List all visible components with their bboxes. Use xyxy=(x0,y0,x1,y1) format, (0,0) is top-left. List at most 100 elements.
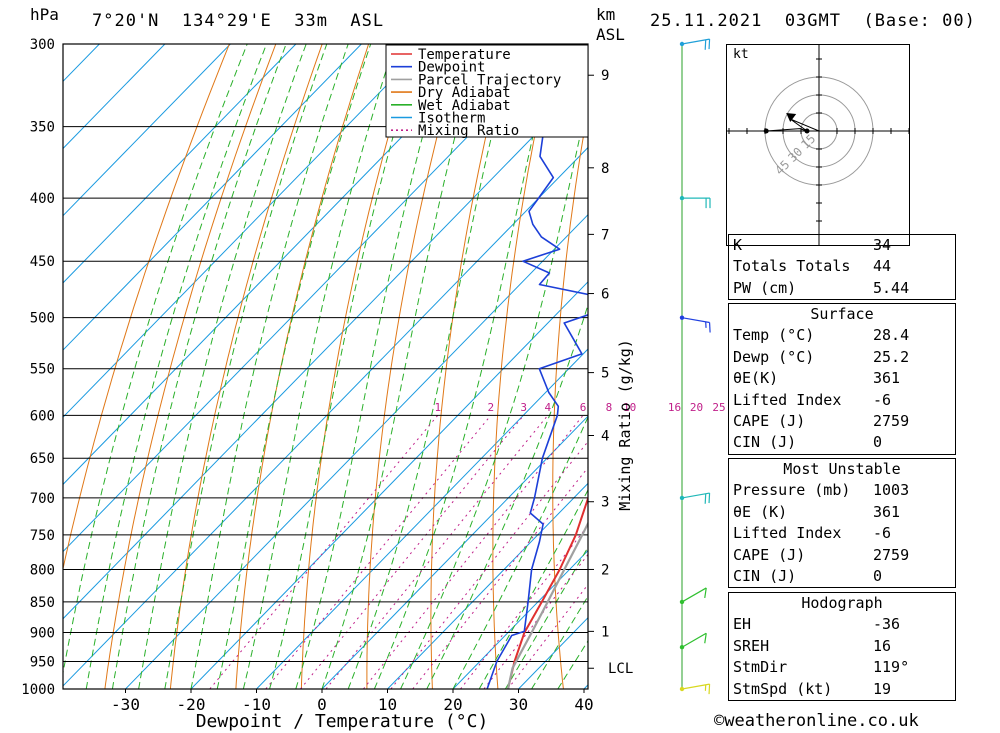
mixing-ratio-label: 20 xyxy=(690,401,703,414)
table-row: SREH 16 xyxy=(729,636,955,657)
legend-label: Parcel Trajectory xyxy=(418,72,561,88)
legend-label: Dry Adiabat xyxy=(418,85,511,101)
most-unstable-table: Most Unstable Pressure (mb) 1003 θE (K) 361 L… xyxy=(728,458,956,589)
indices-table: K 34 Totals Totals 44 PW (cm) 5.44 xyxy=(728,234,956,301)
row-label: StmSpd (kt) xyxy=(733,679,833,698)
table-row: θE (K) 361 xyxy=(729,502,955,523)
mixing-ratio-label: 10 xyxy=(623,401,636,414)
dry-adiabat-line xyxy=(104,44,277,689)
table-row: Lifted Index -6 xyxy=(729,390,955,411)
row-value: 28.4 xyxy=(873,326,910,345)
isotherm-line xyxy=(321,415,588,689)
row-value: 0 xyxy=(873,433,883,452)
row-value: 25.2 xyxy=(873,347,910,366)
legend-label: Dewpoint xyxy=(418,60,485,76)
wet-adiabat-line xyxy=(321,44,480,689)
table-row: CAPE (J) 2759 xyxy=(729,545,955,566)
row-label: SREH xyxy=(733,636,770,655)
wind-barb xyxy=(679,195,711,209)
wet-adiabat-line xyxy=(190,44,349,689)
table-title: Most Unstable xyxy=(783,460,901,478)
isotherm-line xyxy=(63,44,559,553)
dry-adiabat-line xyxy=(972,44,1000,689)
row-value: 2759 xyxy=(873,411,910,430)
pressure-tick-label: 600 xyxy=(30,408,55,424)
wind-barb xyxy=(679,492,711,504)
row-value: 0 xyxy=(873,566,883,585)
valid-time: 25.11.2021 03GMT (Base: 00) xyxy=(650,11,976,31)
mixing-ratio-label: 1 xyxy=(435,401,442,414)
hodograph-panel: kt 15 30 45 xyxy=(726,40,910,246)
pressure-tick-label: 900 xyxy=(30,626,55,642)
row-value: -36 xyxy=(873,615,901,634)
x-tick-label: 30 xyxy=(509,695,528,714)
isotherm-line xyxy=(63,44,428,418)
height-unit: km xyxy=(596,5,616,24)
mixing-ratio-label: 8 xyxy=(606,401,613,414)
km-tick-label: 2 xyxy=(601,562,609,578)
wind-barb xyxy=(679,315,711,333)
pressure-tick-label: 850 xyxy=(30,595,55,611)
row-value: -6 xyxy=(873,524,892,543)
x-tick-label: 0 xyxy=(317,695,327,714)
isotherm-line xyxy=(387,482,588,689)
km-tick-label: LCL xyxy=(608,661,633,677)
wet-adiabat-line xyxy=(373,44,555,689)
wet-adiabat-line xyxy=(63,44,248,676)
hodograph-trace xyxy=(766,118,820,132)
mixing-ratio-line xyxy=(390,440,588,689)
pressure-tick-label: 700 xyxy=(30,491,55,507)
row-value: 361 xyxy=(873,502,901,521)
km-tick-label: 9 xyxy=(601,68,609,84)
hodograph-point xyxy=(763,128,769,134)
wet-adiabat-line xyxy=(85,44,267,689)
row-label: CIN (J) xyxy=(733,566,797,585)
row-label: θE (K) xyxy=(733,502,788,521)
isotherm-line xyxy=(256,348,588,689)
mixing-ratio-line xyxy=(363,414,584,689)
dewpoint-line xyxy=(486,44,588,689)
row-label: PW (cm) xyxy=(733,278,797,297)
mixing-ratio-line xyxy=(507,583,588,689)
isotherm-line xyxy=(63,44,166,150)
km-tick-label: 1 xyxy=(601,624,609,640)
mixing-ratio-line xyxy=(265,414,492,689)
pressure-tick-label: 650 xyxy=(30,451,55,467)
copyright-link[interactable]: ©weatheronline.co.uk xyxy=(714,711,919,731)
temperature-line xyxy=(507,495,588,689)
legend-label: Temperature xyxy=(418,47,511,63)
row-value: 44 xyxy=(873,257,892,276)
x-tick-label: 10 xyxy=(378,695,397,714)
wet-adiabat-line xyxy=(504,546,588,689)
mixing-ratio-line xyxy=(300,414,525,689)
mixing-ratio-axis-label: Mixing Ratio (g/kg) xyxy=(616,339,634,511)
table-row: Lifted Index -6 xyxy=(729,523,955,544)
row-label: Totals Totals xyxy=(733,257,851,276)
mixing-ratio-label: 25 xyxy=(712,401,725,414)
dry-adiabat-line xyxy=(552,107,588,689)
table-row: Totals Totals 44 xyxy=(729,256,955,277)
hodograph-point xyxy=(804,128,810,134)
pressure-tick-label: 450 xyxy=(30,254,55,270)
dry-adiabat-line xyxy=(169,44,323,689)
row-label: θE(K) xyxy=(733,369,779,388)
hodograph-ring-label: 30 xyxy=(785,145,805,165)
row-label: CAPE (J) xyxy=(733,411,806,430)
wet-adiabat-line xyxy=(295,44,449,689)
pressure-tick-label: 1000 xyxy=(21,682,55,698)
table-row: CIN (J) 0 xyxy=(729,566,955,587)
row-value: 361 xyxy=(873,369,901,388)
table-row: PW (cm) 5.44 xyxy=(729,278,955,299)
pressure-tick-label: 950 xyxy=(30,655,55,671)
pressure-tick-label: 550 xyxy=(30,362,55,378)
row-value: 1003 xyxy=(873,481,910,500)
row-value: 34 xyxy=(873,236,892,254)
isotherm-line xyxy=(125,213,588,689)
mixing-ratio-line xyxy=(209,414,439,689)
km-tick-label: 3 xyxy=(601,495,609,511)
mixing-ratio-label: 3 xyxy=(520,401,527,414)
km-tick-label: 6 xyxy=(601,287,609,303)
row-label: StmDir xyxy=(733,658,788,677)
